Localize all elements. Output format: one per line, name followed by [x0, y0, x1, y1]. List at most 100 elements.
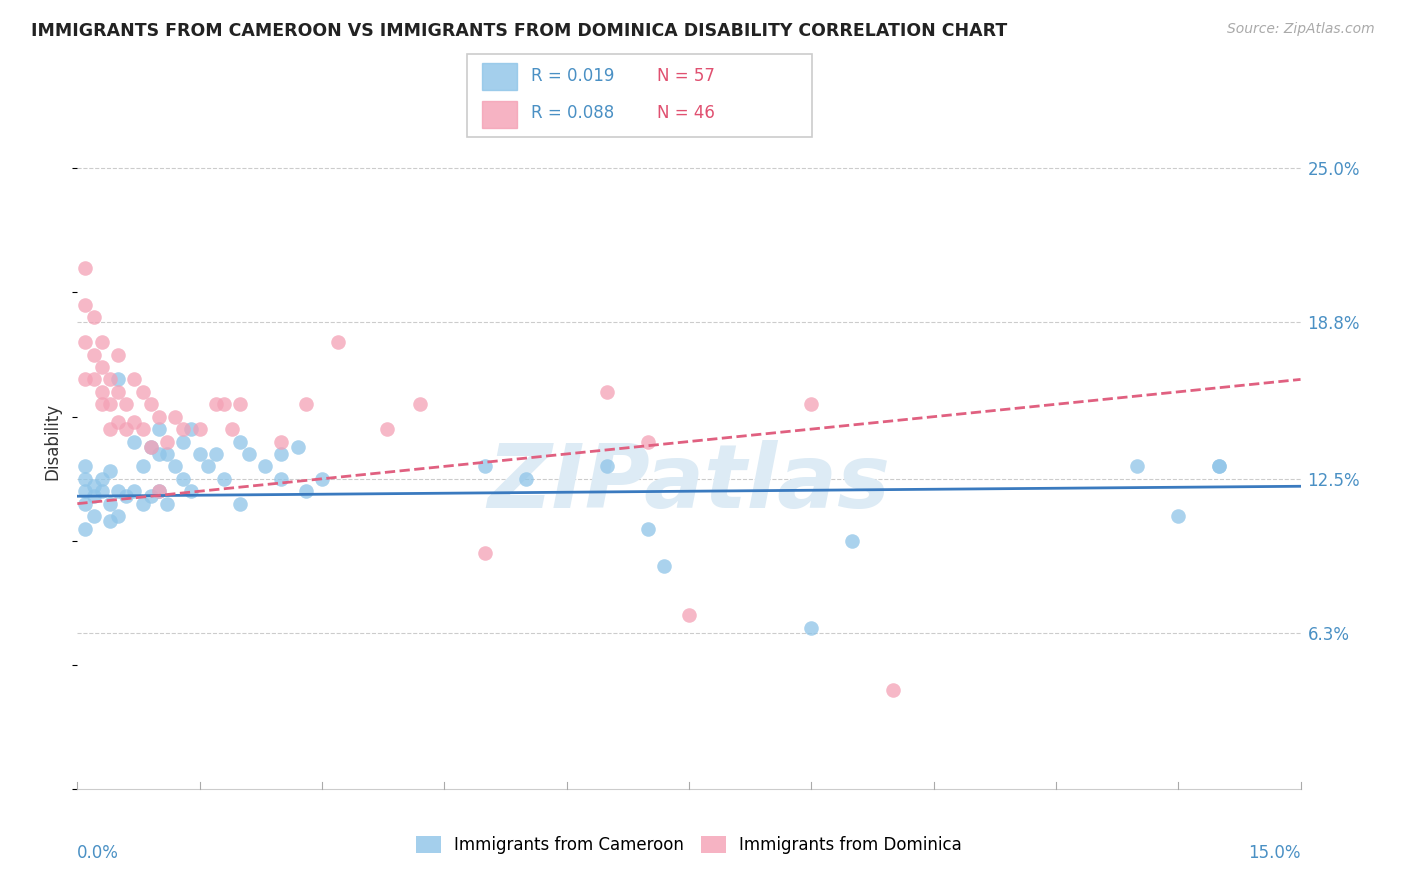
Bar [481, 101, 517, 128]
Point [294, 397, 316, 411]
Point [212, 472, 235, 486]
Point [172, 422, 194, 436]
Point [172, 434, 194, 449]
Point [409, 397, 432, 411]
Point [375, 422, 398, 436]
Point [139, 440, 162, 454]
Point [90, 397, 112, 411]
Point [148, 484, 170, 499]
Point [90, 335, 112, 350]
Point [229, 397, 252, 411]
Point [75, 472, 97, 486]
Point [115, 489, 138, 503]
Point [148, 422, 170, 436]
Point [75, 497, 97, 511]
Text: R = 0.019: R = 0.019 [531, 68, 614, 86]
Point [75, 372, 97, 386]
Point [180, 484, 202, 499]
Point [270, 447, 292, 461]
Point [156, 434, 179, 449]
FancyBboxPatch shape [467, 54, 813, 137]
Point [83, 348, 105, 362]
Point [253, 459, 276, 474]
Point [148, 447, 170, 461]
Point [148, 484, 170, 499]
Point [107, 484, 129, 499]
Point [165, 459, 187, 474]
Point [328, 335, 350, 350]
Point [212, 397, 235, 411]
Point [90, 472, 112, 486]
Point [124, 434, 146, 449]
Point [139, 397, 162, 411]
Point [596, 384, 619, 399]
Point [197, 459, 219, 474]
Point [1167, 509, 1189, 524]
Point [221, 422, 243, 436]
Point [115, 397, 138, 411]
Point [75, 260, 97, 275]
Point [83, 479, 105, 493]
Point [124, 372, 146, 386]
Point [131, 422, 153, 436]
Point [98, 464, 121, 478]
Point [98, 372, 121, 386]
Point [83, 372, 105, 386]
Point [678, 608, 700, 623]
Text: ZIPatlas: ZIPatlas [488, 440, 890, 527]
Point [180, 422, 202, 436]
Point [98, 514, 121, 528]
Point [124, 484, 146, 499]
Legend: Immigrants from Cameroon, Immigrants from Dominica: Immigrants from Cameroon, Immigrants fro… [409, 830, 969, 861]
Point [90, 384, 112, 399]
Point [83, 489, 105, 503]
Point [474, 546, 496, 560]
Text: N = 57: N = 57 [658, 68, 716, 86]
Text: 15.0%: 15.0% [1249, 844, 1301, 862]
Point [83, 509, 105, 524]
Point [156, 497, 179, 511]
Point [800, 397, 823, 411]
Point [270, 434, 292, 449]
Point [75, 484, 97, 499]
Y-axis label: Disability: Disability [44, 403, 62, 480]
Point [229, 434, 252, 449]
Point [205, 447, 228, 461]
Point [131, 459, 153, 474]
Point [75, 335, 97, 350]
Point [205, 397, 228, 411]
Point [107, 372, 129, 386]
Point [596, 459, 619, 474]
Point [229, 497, 252, 511]
Point [98, 422, 121, 436]
Point [107, 384, 129, 399]
Point [637, 434, 659, 449]
Point [800, 621, 823, 635]
Point [115, 422, 138, 436]
Point [90, 484, 112, 499]
Point [139, 489, 162, 503]
Point [882, 683, 904, 698]
Point [131, 497, 153, 511]
Point [165, 409, 187, 424]
Point [1126, 459, 1149, 474]
Point [841, 533, 863, 548]
Point [1208, 459, 1230, 474]
Point [139, 440, 162, 454]
Point [75, 521, 97, 535]
Point [188, 447, 211, 461]
Point [287, 440, 309, 454]
Point [294, 484, 316, 499]
Point [474, 459, 496, 474]
Point [90, 359, 112, 374]
Text: IMMIGRANTS FROM CAMEROON VS IMMIGRANTS FROM DOMINICA DISABILITY CORRELATION CHAR: IMMIGRANTS FROM CAMEROON VS IMMIGRANTS F… [31, 22, 1007, 40]
Text: 0.0%: 0.0% [77, 844, 120, 862]
Point [172, 472, 194, 486]
Point [124, 415, 146, 429]
Point [1208, 459, 1230, 474]
Point [107, 509, 129, 524]
Point [83, 310, 105, 325]
Point [637, 521, 659, 535]
Point [107, 415, 129, 429]
Point [98, 497, 121, 511]
